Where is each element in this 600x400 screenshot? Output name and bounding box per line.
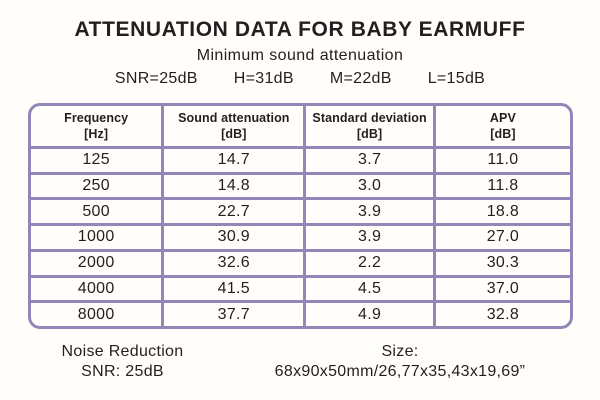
table-header-sound-attenuation: Sound attenuation [dB] [164, 106, 304, 146]
table-cell-r2-c1: 22.7 [164, 200, 304, 224]
size-label: Size: [381, 343, 419, 360]
size-value: 68x90x50mm/26,77x35,43x19,69” [274, 363, 526, 380]
rating-values-row: SNR=25dB H=31dB M=22dB L=15dB [0, 70, 600, 88]
table-header-standard-deviation: Standard deviation [dB] [306, 106, 433, 146]
table-cell-r1-c0: 250 [31, 174, 162, 198]
table-cell-r4-c1: 32.6 [164, 251, 304, 275]
table-header-frequency: Frequency [Hz] [31, 106, 162, 146]
rating-h: H=31dB [233, 70, 294, 87]
noise-reduction-label: Noise Reduction [61, 343, 184, 360]
table-cell-r5-c1: 41.5 [164, 277, 304, 301]
table-cell-r0-c2: 3.7 [306, 149, 433, 172]
noise-reduction-note: Noise Reduction SNR: 25dB [30, 342, 215, 382]
table-cell-r3-c0: 1000 [31, 226, 162, 249]
header-label: Sound attenuation [178, 110, 290, 125]
table-cell-r3-c3: 27.0 [435, 226, 570, 249]
attenuation-table: Frequency [Hz] Sound attenuation [dB] St… [28, 103, 573, 329]
page-title: ATTENUATION DATA FOR BABY EARMUFF [74, 18, 526, 41]
table-header-apv: APV [dB] [435, 106, 570, 146]
table-cell-r4-c2: 2.2 [306, 251, 433, 275]
table-cell-r3-c2: 3.9 [306, 226, 433, 249]
table-cell-r6-c0: 8000 [31, 303, 162, 326]
header-label: Standard deviation [312, 110, 427, 125]
table-cell-r6-c2: 4.9 [306, 303, 433, 326]
table-cell-r5-c0: 4000 [31, 277, 162, 301]
table-cell-r5-c2: 4.5 [306, 277, 433, 301]
table-cell-r1-c1: 14.8 [164, 174, 304, 198]
header-label: Frequency [64, 110, 129, 125]
table-cell-r0-c3: 11.0 [435, 149, 570, 172]
table-cell-r2-c0: 500 [31, 200, 162, 224]
table-cell-r1-c2: 3.0 [306, 174, 433, 198]
table-cell-r2-c2: 3.9 [306, 200, 433, 224]
header-unit: [dB] [356, 127, 383, 141]
table-cell-r2-c3: 18.8 [435, 200, 570, 224]
table-cell-r6-c3: 32.8 [435, 303, 570, 326]
page-subtitle: Minimum sound attenuation [196, 47, 404, 64]
table-cell-r4-c3: 30.3 [435, 251, 570, 275]
header-unit: [dB] [490, 127, 516, 141]
header-unit: [dB] [221, 127, 247, 141]
rating-l: L=15dB [427, 70, 486, 87]
rating-snr: SNR=25dB [114, 70, 198, 87]
table-cell-r3-c1: 30.9 [164, 226, 304, 249]
header-unit: [Hz] [84, 127, 109, 141]
table-cell-r1-c3: 11.8 [435, 174, 570, 198]
noise-reduction-value: SNR: 25dB [81, 363, 164, 380]
header-label: APV [489, 110, 516, 125]
table-cell-r0-c1: 14.7 [164, 149, 304, 172]
table-cell-r4-c0: 2000 [31, 251, 162, 275]
table-cell-r0-c0: 125 [31, 149, 162, 172]
size-note: Size: 68x90x50mm/26,77x35,43x19,69” [250, 342, 550, 382]
table-cell-r6-c1: 37.7 [164, 303, 304, 326]
rating-m: M=22dB [329, 70, 392, 87]
table-cell-r5-c3: 37.0 [435, 277, 570, 301]
